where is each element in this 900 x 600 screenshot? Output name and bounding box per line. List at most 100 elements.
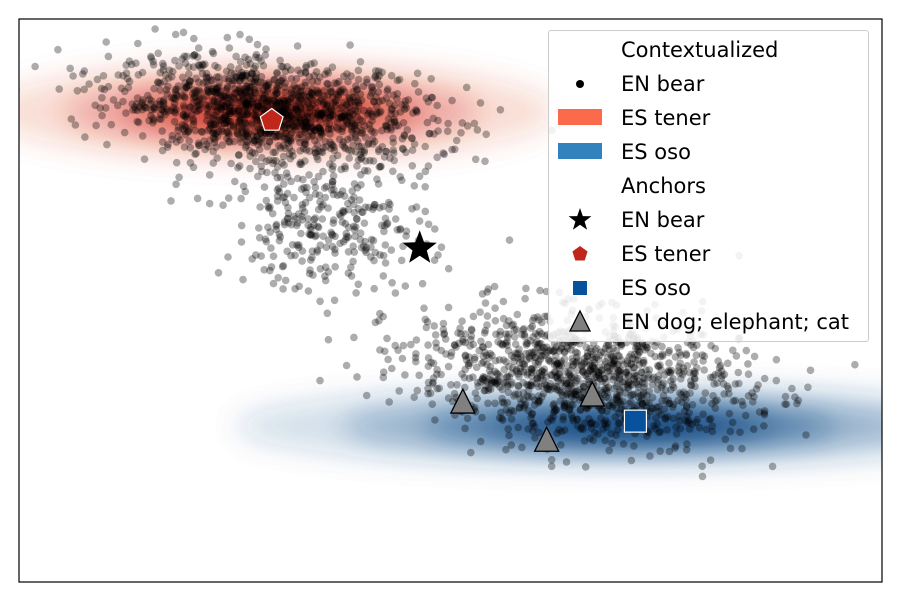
data-point xyxy=(251,88,259,97)
data-point xyxy=(241,53,249,62)
data-point xyxy=(535,316,543,324)
data-point xyxy=(216,91,225,99)
data-point xyxy=(596,351,604,360)
data-point xyxy=(298,204,307,212)
data-point xyxy=(341,116,350,124)
data-point xyxy=(280,124,289,132)
data-point xyxy=(615,352,624,361)
data-point xyxy=(354,205,363,213)
data-point xyxy=(191,126,200,135)
data-point xyxy=(679,364,688,373)
data-point xyxy=(241,87,249,96)
data-point xyxy=(384,198,393,207)
data-point xyxy=(329,106,337,115)
data-point xyxy=(339,208,347,217)
data-point xyxy=(340,143,349,151)
data-point xyxy=(601,344,609,353)
data-point xyxy=(235,107,243,115)
data-point xyxy=(685,425,694,433)
data-point xyxy=(341,88,349,96)
data-point xyxy=(379,272,388,280)
data-point xyxy=(310,178,318,186)
data-point xyxy=(242,119,250,127)
data-point xyxy=(178,121,187,129)
data-point xyxy=(81,133,89,141)
data-point xyxy=(209,113,217,122)
data-point xyxy=(313,77,322,86)
data-point xyxy=(313,98,322,106)
data-point xyxy=(378,126,386,135)
data-point xyxy=(360,106,368,115)
data-point xyxy=(432,339,440,347)
data-point xyxy=(288,241,297,249)
data-point xyxy=(585,367,594,375)
data-point xyxy=(481,386,490,395)
data-point xyxy=(125,77,134,86)
data-point xyxy=(557,343,566,352)
data-point xyxy=(223,33,232,42)
data-point xyxy=(336,190,345,199)
data-point xyxy=(242,61,251,69)
data-point xyxy=(717,374,726,383)
data-point xyxy=(292,114,300,122)
data-point xyxy=(325,107,334,116)
data-point xyxy=(538,371,546,380)
data-point xyxy=(275,98,284,106)
data-point xyxy=(639,374,647,383)
data-point xyxy=(183,114,191,123)
data-point xyxy=(304,221,313,230)
data-point xyxy=(180,127,189,135)
legend-label: ES tener xyxy=(621,242,711,266)
data-point xyxy=(567,390,575,399)
data-point xyxy=(551,368,560,377)
legend-label: ES tener xyxy=(621,106,711,130)
data-point xyxy=(742,346,751,355)
data-point xyxy=(366,107,374,115)
data-point xyxy=(225,104,234,112)
data-point xyxy=(609,344,617,353)
data-point xyxy=(573,366,582,375)
data-point xyxy=(351,106,360,115)
data-point xyxy=(343,101,351,110)
data-point xyxy=(391,109,400,118)
data-point xyxy=(301,68,310,76)
data-point xyxy=(589,351,597,359)
data-point xyxy=(520,330,529,339)
data-point xyxy=(306,266,314,274)
data-point xyxy=(615,419,624,427)
data-point xyxy=(127,60,136,69)
data-point xyxy=(474,382,482,391)
data-point xyxy=(326,113,335,122)
data-point xyxy=(276,144,285,152)
data-point xyxy=(375,80,384,89)
data-point xyxy=(713,396,721,405)
data-point xyxy=(319,111,327,120)
data-point xyxy=(272,222,280,230)
data-point xyxy=(567,400,575,409)
data-point xyxy=(308,231,316,239)
data-point xyxy=(195,94,204,102)
data-point xyxy=(630,369,639,378)
data-point xyxy=(339,98,348,107)
data-point xyxy=(271,169,279,177)
data-point xyxy=(379,251,388,260)
legend-label: ES oso xyxy=(621,276,691,300)
data-point xyxy=(287,75,296,83)
data-point xyxy=(716,361,725,370)
data-point xyxy=(693,364,701,372)
data-point xyxy=(519,326,527,334)
data-point xyxy=(252,112,260,120)
data-point xyxy=(344,223,353,232)
data-point xyxy=(613,393,622,401)
data-point xyxy=(169,94,177,103)
data-point xyxy=(686,389,694,398)
data-point xyxy=(391,289,400,297)
data-point xyxy=(397,256,406,265)
data-point xyxy=(564,368,573,377)
data-point xyxy=(123,74,132,83)
data-point xyxy=(685,419,693,427)
data-point xyxy=(175,62,183,70)
data-point xyxy=(287,89,296,97)
data-point xyxy=(211,135,219,143)
data-point xyxy=(275,81,283,90)
